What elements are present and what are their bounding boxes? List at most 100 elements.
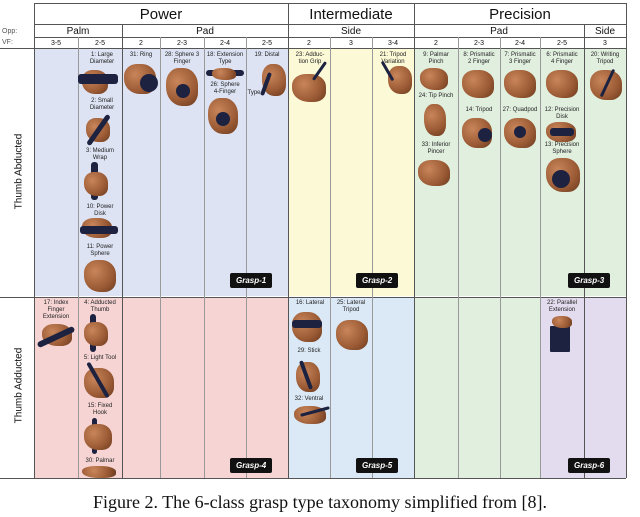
hand-image (82, 466, 116, 478)
grasp-label-light-tool: 5: Light Tool (83, 355, 117, 361)
rule (0, 48, 626, 49)
hand-image (420, 68, 448, 90)
grasp-label-adducted-thumb: 4: Adducted Thumb (84, 300, 116, 313)
hand-image (462, 70, 494, 98)
vf-value: 2-4 (219, 39, 231, 47)
grasp-taxonomy-figure: Opp: VF: Power Intermediate Precision Pa… (0, 3, 627, 479)
grasp-label-medium-wrap: 3: Medium Wrap (85, 148, 114, 161)
grasp-label-tripod: 14: Tripod (465, 107, 493, 113)
grasp-label-palmar: 30: Palmar (85, 458, 115, 464)
vf-value: 2 (307, 39, 311, 47)
object-image (78, 74, 118, 84)
grasp-label-sphere-3-finger: 28: Sphere 3 Finger (164, 52, 200, 65)
grasp-label-precision-sphere: 13: Precision Sphere (544, 142, 580, 155)
rule (458, 37, 459, 478)
grasp-3-badge: Grasp-3 (568, 273, 611, 288)
vf-value: 2-4 (514, 39, 526, 47)
header-intermediate: Intermediate (309, 5, 393, 23)
vf-value: 2 (434, 39, 438, 47)
rule (246, 37, 247, 478)
grasp-2-badge: Grasp-2 (356, 273, 399, 288)
grasp-label-prismatic-2-finger: 8: Prismatic 2 Finger (463, 52, 495, 65)
row-label-thumb-adducted: Thumb Adducted (13, 347, 25, 424)
grasp-label-lateral-tripod: 25: Lateral Tripod (336, 300, 366, 313)
vf-value: 3 (603, 39, 607, 47)
vf-value: 3-4 (387, 39, 399, 47)
rule (34, 3, 626, 4)
rule (34, 3, 35, 478)
object-image (550, 128, 574, 136)
vf-value: 3 (349, 39, 353, 47)
grasp-5-badge: Grasp-5 (356, 458, 399, 473)
vf-value: 2-3 (176, 39, 188, 47)
rule (626, 3, 627, 478)
vf-value: 2-5 (261, 39, 273, 47)
grasp-label-power-disk: 10: Power Disk (86, 204, 114, 217)
vf-value: 2 (139, 39, 143, 47)
rule (584, 24, 585, 478)
rule (0, 297, 626, 298)
grasp-label-inferior-pincer: 33: Inferior Pincer (421, 142, 451, 155)
row-label-thumb-abducted: Thumb Abducted (13, 133, 25, 210)
grasp-label-power-sphere: 11: Power Sphere (86, 244, 114, 257)
rule (540, 37, 541, 478)
hand-image (336, 320, 368, 350)
hand-image (84, 172, 108, 196)
grasp-label-prismatic-3-finger: 7: Prismatic 3 Finger (504, 52, 536, 65)
grasp-label-extension-type: 18: Extension Type (206, 52, 244, 65)
object-image (514, 126, 526, 138)
header-pad-precision: Pad (490, 25, 508, 37)
grasp-label-large-diameter: 1: Large Diameter (89, 52, 115, 65)
hand-image (546, 70, 578, 98)
object-image (292, 320, 322, 328)
object-image (176, 84, 190, 98)
object-image (478, 128, 492, 142)
figure-caption: Figure 2. The 6-class grasp type taxonom… (92, 492, 548, 512)
grasp-label-small-diameter: 2: Small Diameter (89, 98, 115, 111)
grasp-label-prismatic-4-finger: 6: Prismatic 4 Finger (546, 52, 578, 65)
rule (330, 37, 331, 478)
grasp-label-sphere-4-finger: 26: Sphere 4-Finger (210, 82, 240, 95)
region-grasp-4 (34, 297, 288, 478)
grasp-label-palmar-pinch: 9: Palmar Pinch (423, 52, 449, 65)
header-power: Power (139, 5, 183, 23)
hand-image (424, 104, 446, 136)
grasp-1-badge: Grasp-1 (230, 273, 273, 288)
region-grasp-6-green (414, 297, 540, 478)
opp-label: Opp: (2, 28, 18, 35)
grasp-label-fixed-hook: 15: Fixed Hook (87, 403, 113, 416)
grasp-label-ventral: 32: Ventral (294, 396, 324, 402)
grasp-label-distal-type: Type (247, 90, 261, 96)
vf-value: 3-5 (50, 39, 62, 47)
hand-image (292, 74, 326, 102)
object-image (140, 74, 158, 92)
grasp-label-ring: 31: Ring (129, 52, 153, 58)
hand-image (552, 316, 572, 328)
vf-label: VF: (2, 39, 13, 46)
grasp-4-badge: Grasp-4 (230, 458, 273, 473)
grasp-label-lateral: 16: Lateral (295, 300, 325, 306)
grasp-label-distal: 19: Distal (254, 52, 280, 58)
hand-image (418, 160, 450, 186)
hand-image (212, 68, 236, 80)
grasp-6-badge: Grasp-6 (568, 458, 611, 473)
grasp-label-quadpod: 27: Quadpod (502, 107, 538, 113)
vf-value: 2-5 (94, 39, 106, 47)
header-side-precision: Side (594, 25, 615, 37)
grasp-label-parallel-extension: 22: Parallel Extension (546, 300, 578, 313)
rule (160, 37, 161, 478)
rule (500, 37, 501, 478)
rule (288, 3, 289, 478)
object-image (216, 112, 230, 126)
rule (122, 24, 123, 478)
hand-image (84, 322, 108, 346)
header-side-intermediate: Side (340, 25, 361, 37)
rule (414, 3, 415, 478)
grasp-label-tripod-variation: 21: Tripod Variation (379, 52, 407, 65)
header-palm: Palm (66, 25, 90, 37)
hand-image (84, 260, 116, 292)
grasp-label-index-finger-extension: 17: Index Finger Extension (42, 300, 70, 320)
hand-image (504, 70, 536, 98)
rule (204, 37, 205, 478)
header-pad-power: Pad (196, 25, 214, 37)
